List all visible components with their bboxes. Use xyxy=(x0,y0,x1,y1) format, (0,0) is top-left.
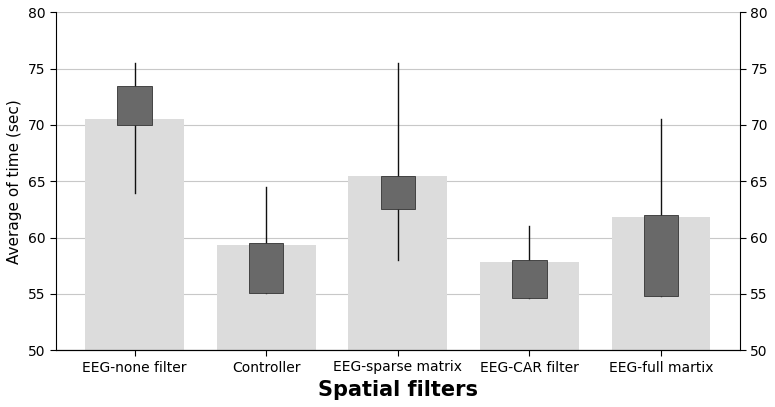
Y-axis label: Average of time (sec): Average of time (sec) xyxy=(7,99,22,264)
Bar xyxy=(480,262,579,350)
Bar xyxy=(249,243,284,293)
Bar xyxy=(644,215,678,296)
Bar xyxy=(217,245,315,350)
Bar xyxy=(349,176,447,350)
Bar xyxy=(381,176,415,209)
X-axis label: Spatial filters: Spatial filters xyxy=(318,380,477,400)
Bar xyxy=(85,119,184,350)
Bar xyxy=(117,85,152,125)
Bar xyxy=(611,217,711,350)
Bar xyxy=(512,260,546,298)
